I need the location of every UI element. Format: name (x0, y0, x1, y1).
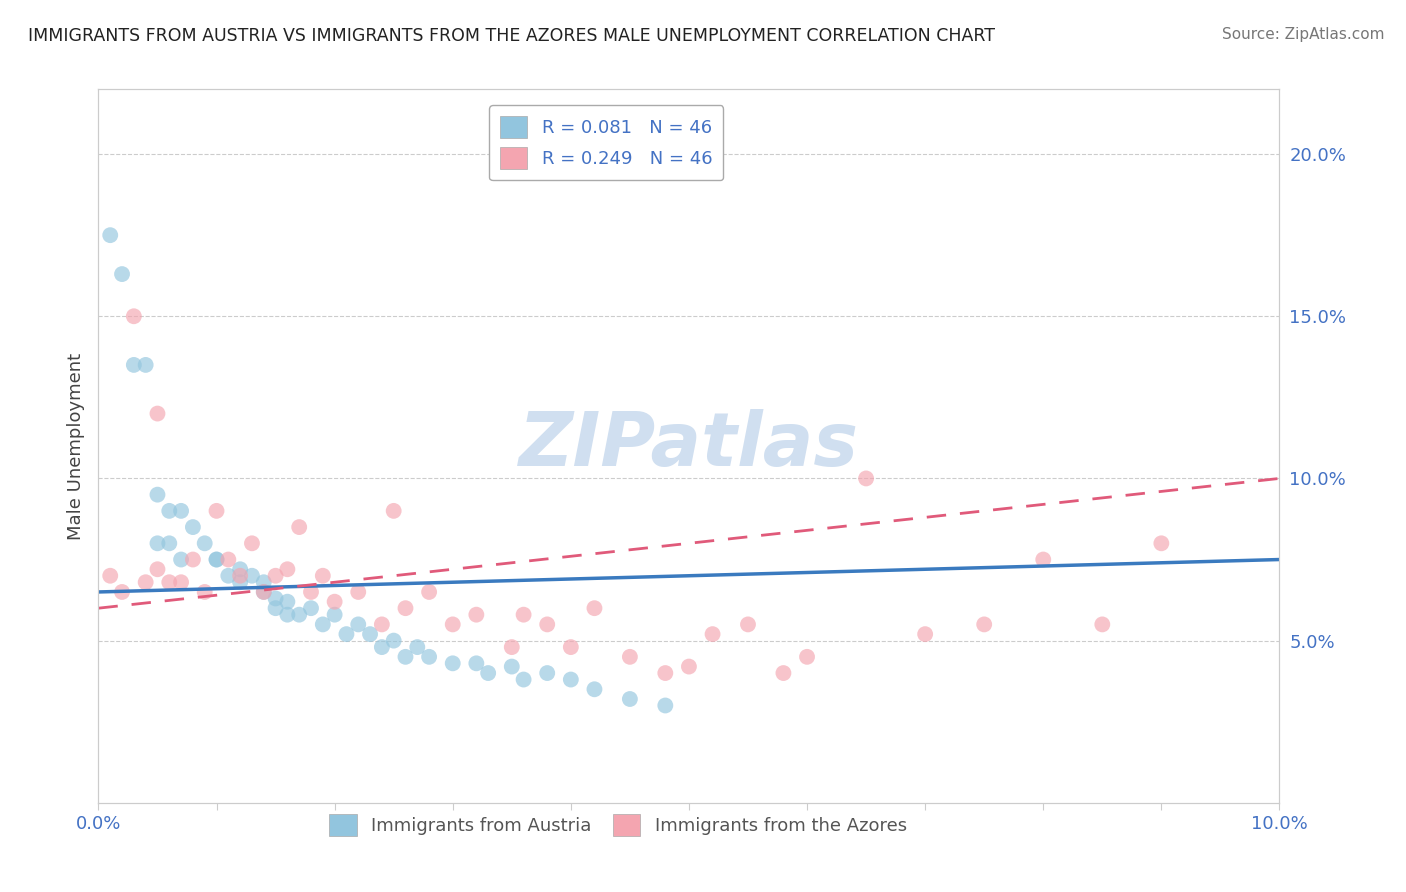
Point (157, 536, 180, 550)
Point (253, 585, 276, 599)
Point (111, 267, 134, 281)
Point (217, 568, 239, 582)
Point (253, 585, 276, 599)
Point (146, 562, 169, 576)
Point (512, 673, 534, 687)
Point (205, 552, 228, 566)
Point (122, 310, 145, 324)
Point (299, 585, 322, 599)
Point (122, 358, 145, 372)
Point (855, 471, 877, 485)
Point (1091, 617, 1114, 632)
Point (135, 358, 157, 372)
Point (1150, 536, 1173, 550)
Point (1032, 552, 1054, 566)
Point (312, 617, 335, 632)
Point (146, 536, 169, 550)
Point (205, 504, 228, 518)
Y-axis label: Male Unemployment: Male Unemployment (66, 352, 84, 540)
Point (536, 617, 558, 632)
Point (194, 536, 217, 550)
Point (276, 562, 298, 576)
Point (512, 607, 534, 622)
Point (796, 649, 818, 664)
Point (371, 640, 394, 654)
Point (465, 657, 488, 671)
Point (135, 575, 157, 590)
Point (181, 552, 204, 566)
Point (654, 666, 676, 681)
Point (229, 562, 252, 576)
Point (418, 585, 440, 599)
Point (359, 627, 381, 641)
Point (157, 575, 180, 590)
Point (347, 617, 370, 632)
Point (441, 617, 464, 632)
Point (914, 627, 936, 641)
Point (619, 649, 641, 664)
Point (441, 657, 464, 671)
Point (194, 585, 217, 599)
Point (288, 607, 311, 622)
Point (170, 504, 193, 518)
Point (157, 504, 180, 518)
Point (560, 640, 582, 654)
Legend: Immigrants from Austria, Immigrants from the Azores: Immigrants from Austria, Immigrants from… (319, 804, 918, 847)
Point (98, 228, 121, 243)
Point (170, 575, 193, 590)
Point (501, 640, 523, 654)
Text: ZIPatlas: ZIPatlas (519, 409, 859, 483)
Point (240, 536, 263, 550)
Point (217, 552, 239, 566)
Point (583, 601, 606, 615)
Point (323, 595, 346, 609)
Point (288, 520, 311, 534)
Text: Source: ZipAtlas.com: Source: ZipAtlas.com (1222, 27, 1385, 42)
Point (264, 601, 287, 615)
Point (418, 649, 440, 664)
Point (406, 640, 429, 654)
Point (394, 601, 416, 615)
Point (347, 585, 370, 599)
Point (536, 666, 558, 681)
Point (371, 617, 394, 632)
Point (170, 552, 193, 566)
Point (394, 649, 416, 664)
Point (772, 666, 794, 681)
Point (264, 568, 287, 582)
Point (335, 627, 357, 641)
Point (229, 568, 252, 582)
Point (737, 617, 759, 632)
Point (973, 617, 995, 632)
Point (98, 568, 121, 582)
Point (678, 659, 700, 673)
Point (181, 520, 204, 534)
Point (111, 585, 134, 599)
Point (560, 673, 582, 687)
Point (312, 568, 335, 582)
Point (146, 488, 169, 502)
Point (382, 633, 405, 648)
Point (323, 607, 346, 622)
Point (654, 698, 676, 713)
Point (583, 682, 606, 697)
Point (477, 666, 499, 681)
Point (299, 601, 322, 615)
Point (264, 591, 287, 606)
Point (276, 595, 298, 609)
Point (240, 568, 263, 582)
Text: IMMIGRANTS FROM AUSTRIA VS IMMIGRANTS FROM THE AZORES MALE UNEMPLOYMENT CORRELAT: IMMIGRANTS FROM AUSTRIA VS IMMIGRANTS FR… (28, 27, 995, 45)
Point (253, 575, 276, 590)
Point (229, 575, 252, 590)
Point (276, 607, 298, 622)
Point (702, 627, 724, 641)
Point (465, 607, 488, 622)
Point (382, 504, 405, 518)
Point (501, 659, 523, 673)
Point (205, 552, 228, 566)
Point (619, 692, 641, 706)
Point (146, 407, 169, 421)
